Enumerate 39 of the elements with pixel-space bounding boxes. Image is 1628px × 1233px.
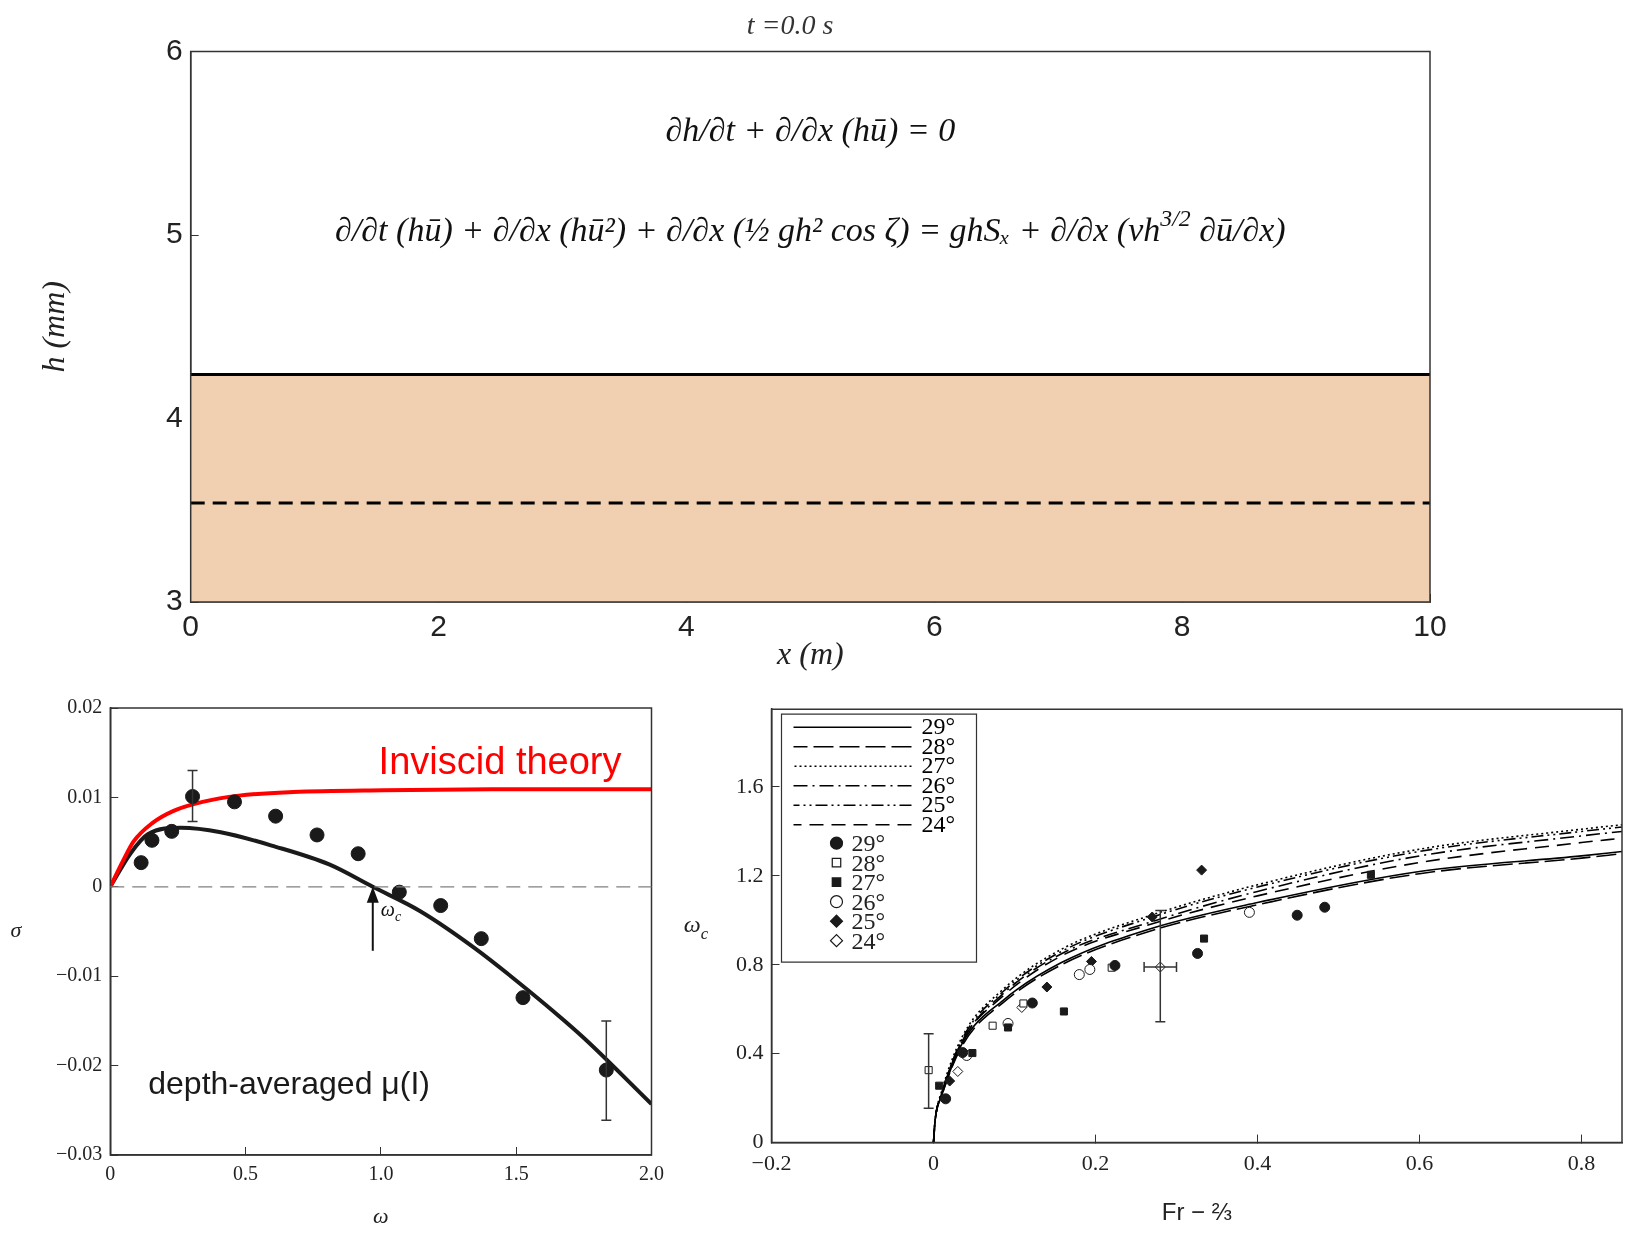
x-tick-label: 0.6 bbox=[1405, 1149, 1434, 1175]
x-tick-label: 4 bbox=[678, 609, 695, 643]
x-tick-label: 0.8 bbox=[1567, 1149, 1596, 1175]
y-tick-label: −0.01 bbox=[56, 963, 103, 986]
y-tick-label: 0 bbox=[92, 874, 103, 897]
y-tick-label: −0.02 bbox=[56, 1052, 103, 1075]
x-tick-label: 6 bbox=[925, 609, 943, 643]
x-tick-label: 8 bbox=[1173, 609, 1191, 643]
x-axis-title: ω bbox=[373, 1202, 389, 1228]
annotation: ∂h/∂t + ∂/∂x (hū) = 0 bbox=[665, 110, 956, 149]
y-tick-label: −0.03 bbox=[56, 1142, 103, 1165]
chart-title: t =0.0 s bbox=[746, 9, 834, 41]
legend-label: 24° bbox=[921, 811, 956, 837]
x-tick-label: 0.2 bbox=[1081, 1149, 1110, 1175]
y-tick-label: 3 bbox=[166, 583, 183, 617]
x-tick-label: 2 bbox=[430, 609, 447, 643]
y-tick-label: 0.01 bbox=[67, 784, 103, 807]
x-tick-label: 10 bbox=[1413, 609, 1447, 643]
x-tick-label: 1.0 bbox=[368, 1162, 394, 1185]
y-tick-label: 4 bbox=[166, 399, 183, 433]
y-axis-title: h (mm) bbox=[35, 281, 72, 373]
x-tick-label: 1.5 bbox=[503, 1162, 529, 1185]
x-tick-label: 0.5 bbox=[233, 1162, 259, 1185]
y-tick-label: 0.02 bbox=[67, 695, 103, 718]
series-label: Inviscid theory bbox=[378, 739, 622, 782]
y-tick-label: 0.8 bbox=[736, 950, 764, 976]
y-axis-title: σ bbox=[10, 917, 23, 943]
x-tick-label: 0.4 bbox=[1243, 1149, 1272, 1175]
legend-label: 24° bbox=[851, 928, 886, 954]
y-tick-label: 1.6 bbox=[736, 772, 764, 798]
x-tick-label: 0 bbox=[928, 1149, 939, 1175]
y-tick-label: 0.4 bbox=[736, 1039, 764, 1065]
y-tick-label: 5 bbox=[166, 216, 183, 250]
x-axis-title: x (m) bbox=[776, 635, 844, 672]
y-tick-label: 1.2 bbox=[736, 861, 764, 887]
x-axis-title: Fr − ⅔ bbox=[1161, 1197, 1232, 1225]
text: depth-averaged μ(I) bbox=[148, 1064, 430, 1101]
y-tick-label: 6 bbox=[166, 32, 183, 66]
x-tick-label: 2.0 bbox=[639, 1162, 664, 1185]
